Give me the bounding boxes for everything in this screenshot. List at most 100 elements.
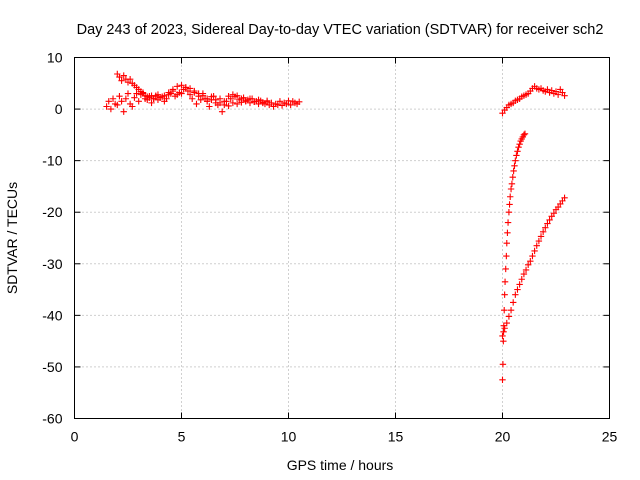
y-axis-label: SDTVAR / TECUs: [4, 182, 20, 294]
data-point: [521, 130, 529, 138]
data-point: [114, 101, 121, 109]
x-axis-label: GPS time / hours: [287, 457, 394, 473]
data-point: [161, 92, 168, 99]
data-point: [501, 278, 509, 286]
data-point: [501, 291, 508, 298]
data-point: [505, 313, 513, 320]
series-arc-4: [499, 194, 568, 340]
data-point: [203, 95, 211, 102]
data-point: [539, 228, 547, 236]
data-point: [518, 276, 525, 283]
data-point: [503, 319, 510, 327]
data-point: [118, 98, 125, 105]
data-point: [508, 180, 516, 188]
data-point: [499, 376, 506, 384]
data-point: [116, 92, 123, 100]
data-point: [499, 361, 507, 368]
data-point: [148, 99, 155, 107]
data-point: [186, 85, 194, 92]
data-point: [268, 99, 275, 107]
data-point: [156, 94, 164, 101]
x-tick-label: 5: [178, 429, 186, 445]
data-point: [504, 219, 512, 226]
data-point: [501, 325, 508, 332]
x-tick-label: 15: [388, 429, 404, 445]
y-tick-label: -30: [42, 256, 62, 272]
data-point: [246, 95, 254, 102]
data-point: [225, 92, 232, 100]
data-point: [105, 98, 112, 105]
data-point: [520, 270, 528, 278]
data-point: [178, 90, 185, 97]
y-tick-label: 10: [47, 50, 63, 66]
data-point: [208, 93, 215, 100]
data-point: [199, 92, 207, 99]
data-point: [535, 237, 543, 245]
data-point: [116, 73, 123, 81]
data-point: [133, 90, 140, 97]
data-point: [499, 332, 506, 340]
x-tick-label: 10: [281, 429, 297, 445]
data-point: [109, 95, 117, 102]
data-point: [129, 103, 136, 110]
data-point: [126, 75, 134, 83]
data-point: [186, 91, 194, 98]
data-point: [522, 266, 530, 274]
data-point: [507, 307, 515, 314]
data-point: [509, 173, 516, 181]
data-point: [229, 91, 237, 98]
data-point: [512, 157, 519, 164]
data-point: [178, 82, 185, 89]
data-point: [527, 258, 534, 265]
data-point: [218, 108, 226, 115]
data-point: [107, 105, 115, 113]
data-point: [506, 201, 513, 208]
data-point: [507, 185, 515, 193]
y-tick-label: -40: [42, 307, 62, 323]
data-point: [500, 337, 507, 345]
y-tick-label: 0: [55, 101, 63, 117]
tick-labels: 0 5 10 15 20 25 10 0 -10 -20 -30 -40 -50 -60: [42, 50, 617, 445]
data-point: [165, 89, 172, 96]
data-point: [189, 95, 196, 102]
data-point: [515, 144, 522, 151]
data-point: [500, 328, 507, 336]
data-point: [524, 261, 532, 269]
data-point: [103, 103, 110, 110]
series-arc-1-upper: [114, 70, 271, 107]
data-point: [537, 233, 545, 240]
chart-title: Day 243 of 2023, Sidereal Day-to-day VTE…: [77, 22, 604, 38]
data-point: [516, 281, 523, 288]
data-point: [238, 95, 245, 102]
data-point: [225, 102, 232, 110]
x-tick-label: 0: [71, 429, 79, 445]
data-point: [514, 148, 521, 155]
data-point: [505, 209, 513, 216]
data-point: [206, 103, 213, 110]
data-point: [233, 100, 241, 108]
data-point: [124, 90, 132, 97]
data-point: [531, 247, 538, 255]
y-tick-label: -60: [42, 411, 62, 427]
data-point: [296, 98, 303, 106]
y-tick-label: -50: [42, 359, 62, 375]
data-point: [216, 99, 224, 107]
data-point: [501, 307, 508, 314]
data-point: [510, 167, 517, 175]
data-point: [512, 291, 519, 298]
plot-frame: [74, 57, 610, 419]
data-point: [502, 265, 509, 273]
data-point: [287, 101, 294, 109]
data-point: [554, 91, 562, 98]
data-point: [122, 95, 130, 102]
data-point: [561, 92, 568, 99]
series-arc-1: [103, 84, 303, 115]
data-point: [242, 97, 249, 105]
data-point: [520, 131, 528, 139]
data-point: [131, 94, 138, 101]
x-tick-label: 25: [602, 429, 618, 445]
data-point: [118, 77, 125, 84]
data-point: [233, 92, 241, 99]
data-point: [251, 98, 258, 106]
